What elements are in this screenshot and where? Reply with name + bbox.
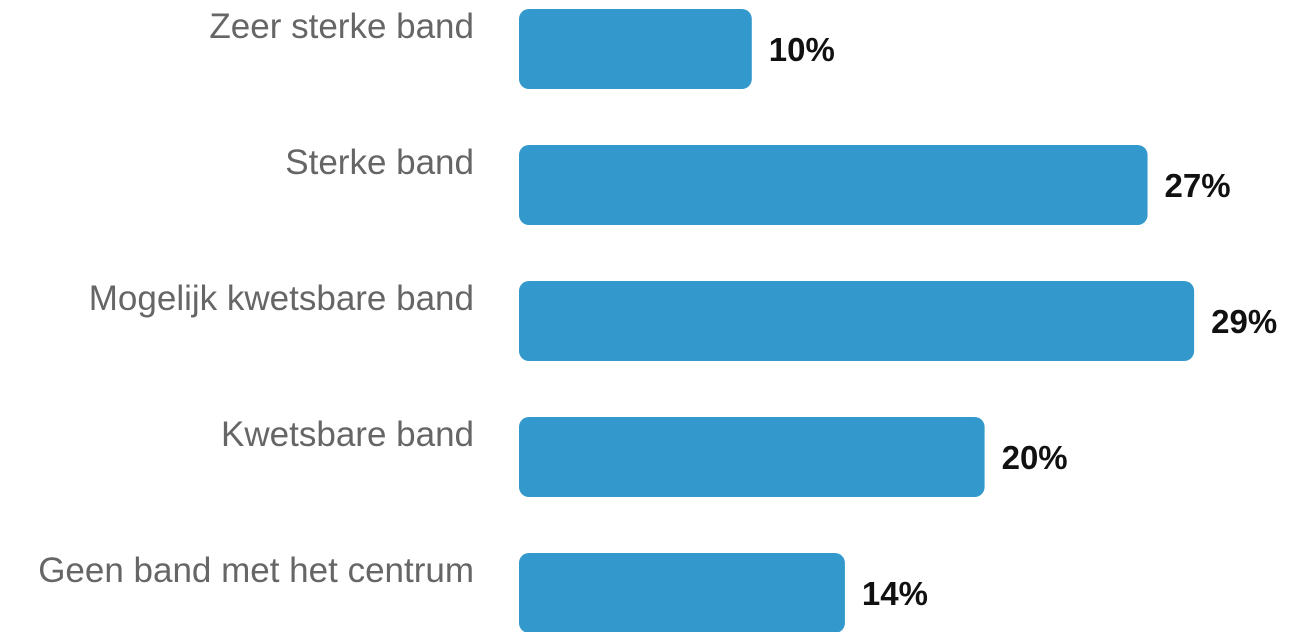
bar-geen-band-met-het-centrum bbox=[519, 553, 845, 632]
bar-kwetsbare-band bbox=[519, 417, 985, 497]
category-label-zeer-sterke-band: Zeer sterke band bbox=[209, 7, 474, 46]
bar-mogelijk-kwetsbare-band bbox=[519, 281, 1195, 361]
category-label-geen-band-met-het-centrum: Geen band met het centrum bbox=[38, 551, 474, 590]
value-label-sterke-band: 27% bbox=[1165, 167, 1231, 204]
category-label-sterke-band: Sterke band bbox=[285, 143, 474, 182]
value-label-geen-band-met-het-centrum: 14% bbox=[862, 575, 928, 612]
value-label-mogelijk-kwetsbare-band: 29% bbox=[1211, 303, 1277, 340]
category-label-kwetsbare-band: Kwetsbare band bbox=[221, 415, 474, 454]
value-labels: 10% 27% 29% 20% 14% bbox=[769, 31, 1277, 612]
value-label-zeer-sterke-band: 10% bbox=[769, 31, 835, 68]
category-labels: Zeer sterke band Sterke band Mogelijk kwet… bbox=[38, 7, 474, 590]
bar-zeer-sterke-band bbox=[519, 9, 752, 89]
bars-layer bbox=[519, 9, 1195, 632]
category-label-mogelijk-kwetsbare-band: Mogelijk kwetsbare band bbox=[89, 279, 474, 318]
value-label-kwetsbare-band: 20% bbox=[1002, 439, 1068, 476]
bar-sterke-band bbox=[519, 145, 1148, 225]
